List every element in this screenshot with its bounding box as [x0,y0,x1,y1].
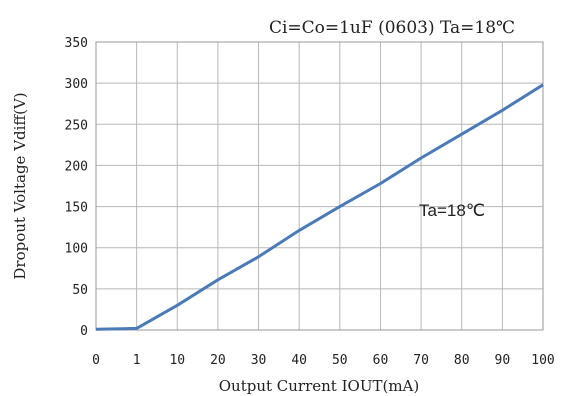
x-tick-label: 30 [251,353,267,368]
chart-annotation: Ta=18℃ [419,201,485,220]
plot-frame [95,41,544,331]
x-tick-label: 10 [169,353,185,368]
y-tick-label: 100 [65,242,88,257]
x-tick-label: 80 [454,353,470,368]
x-tick-label: 20 [210,353,226,368]
y-tick-label: 350 [65,36,88,51]
chart-title: Ci=Co=1uF (0603) Ta=18℃ [269,18,515,38]
x-axis-ticks: 0 1 10 20 30 40 50 60 70 80 90 100 [92,353,555,368]
x-tick-label: 40 [291,353,307,368]
y-tick-label: 300 [65,77,88,92]
x-axis-label: Output Current IOUT(mA) [219,377,420,395]
y-tick-label: 250 [65,118,88,133]
grid-lines [95,41,544,331]
x-tick-label: 1 [133,353,141,368]
x-tick-label: 100 [531,353,554,368]
y-axis-ticks: 0 50 100 150 200 250 300 350 [65,36,88,339]
y-tick-label: 150 [65,201,88,216]
x-tick-label: 60 [373,353,389,368]
x-tick-label: 90 [495,353,511,368]
x-tick-label: 0 [92,353,100,368]
x-tick-label: 70 [413,353,429,368]
y-axis-label: Dropout Voltage Vdiff(V) [11,92,29,279]
y-tick-label: 0 [80,324,88,339]
y-tick-label: 200 [65,159,88,174]
series-group [95,83,544,331]
x-tick-label: 50 [332,353,348,368]
y-tick-label: 50 [72,283,88,298]
series-line [95,83,544,331]
